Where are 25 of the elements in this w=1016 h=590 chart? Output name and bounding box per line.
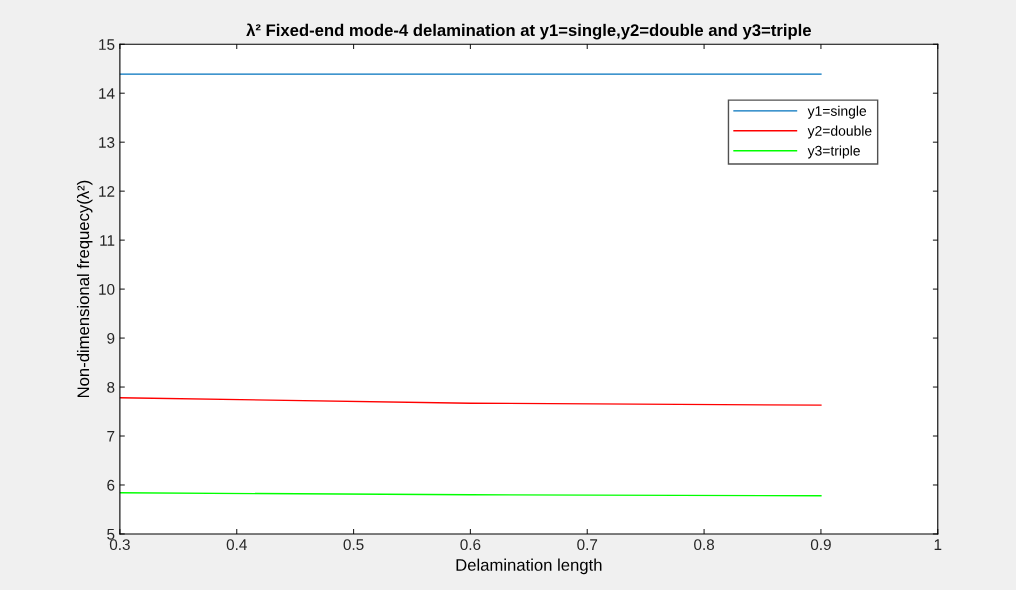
x-tick-label: 0.8 <box>694 539 715 551</box>
y-axis-title: Non-dimensional frequecy(λ²) <box>76 180 93 398</box>
x-tick-label: 0.5 <box>343 539 364 551</box>
y-tick-label: 9 <box>107 332 115 344</box>
y-tick-label: 5 <box>107 528 115 540</box>
legend-label: y1=single <box>807 105 867 119</box>
x-tick-label: 0.9 <box>810 539 831 551</box>
x-tick-label: 0.7 <box>577 539 598 551</box>
y-tick-label: 7 <box>107 431 115 442</box>
x-tick-label: 0.3 <box>109 539 130 551</box>
legend-label: y2=double <box>807 125 872 139</box>
x-tick-label: 0.4 <box>226 539 247 551</box>
y-tick-label: 13 <box>99 137 115 148</box>
y-tick-label: 8 <box>107 381 115 393</box>
y-tick-label: 12 <box>99 186 115 197</box>
y-tick-label: 6 <box>107 479 115 491</box>
chart-title: λ² Fixed-end mode-4 delamination at y1=single,y2=double and y3=triple <box>246 23 811 40</box>
y-tick-label: 11 <box>100 235 115 246</box>
y-tick-label: 14 <box>99 88 115 99</box>
x-axis-title: Delamination length <box>456 558 602 575</box>
legend-label: y3=triple <box>807 145 860 159</box>
y-tick-label: 10 <box>99 283 115 295</box>
y-tick-label: 15 <box>99 39 115 50</box>
x-tick-label: 0.6 <box>460 539 481 551</box>
x-tick-label: 1 <box>934 539 942 550</box>
